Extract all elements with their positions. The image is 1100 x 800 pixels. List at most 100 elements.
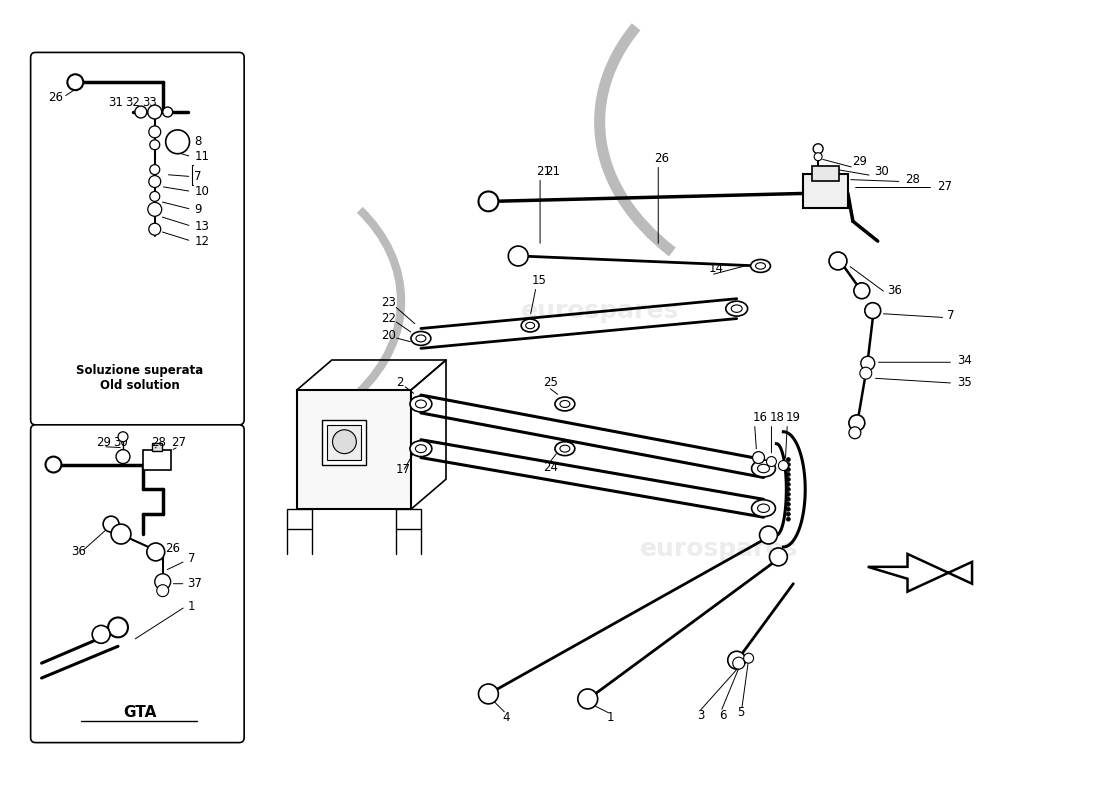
Bar xyxy=(396,510,421,529)
Circle shape xyxy=(148,175,161,187)
FancyBboxPatch shape xyxy=(31,53,244,425)
Circle shape xyxy=(786,507,790,511)
Text: 1: 1 xyxy=(606,711,614,724)
Circle shape xyxy=(786,512,790,516)
Circle shape xyxy=(779,461,789,470)
FancyBboxPatch shape xyxy=(31,425,244,742)
Circle shape xyxy=(854,283,870,298)
Bar xyxy=(297,390,411,510)
Bar xyxy=(321,420,366,465)
Ellipse shape xyxy=(758,464,770,473)
Circle shape xyxy=(861,356,875,370)
Circle shape xyxy=(767,457,777,466)
Ellipse shape xyxy=(556,397,575,411)
Circle shape xyxy=(166,130,189,154)
Ellipse shape xyxy=(560,445,570,452)
Circle shape xyxy=(508,246,528,266)
Text: 22: 22 xyxy=(382,312,396,325)
Circle shape xyxy=(578,689,597,709)
Ellipse shape xyxy=(410,396,432,412)
Text: 30: 30 xyxy=(873,165,889,178)
Text: 28: 28 xyxy=(905,173,921,186)
Circle shape xyxy=(163,107,173,117)
Text: 7: 7 xyxy=(195,170,202,183)
Bar xyxy=(143,450,170,470)
Circle shape xyxy=(752,452,764,463)
Text: 29: 29 xyxy=(851,155,867,168)
Circle shape xyxy=(770,548,788,566)
Circle shape xyxy=(786,478,790,482)
Text: eurospares: eurospares xyxy=(520,298,679,322)
Ellipse shape xyxy=(521,319,539,332)
Circle shape xyxy=(786,502,790,506)
Circle shape xyxy=(786,487,790,491)
Circle shape xyxy=(155,574,170,590)
Text: 5: 5 xyxy=(737,706,744,719)
Circle shape xyxy=(786,462,790,466)
Circle shape xyxy=(108,618,128,638)
Circle shape xyxy=(786,482,790,486)
Text: 14: 14 xyxy=(708,262,724,275)
Text: 8: 8 xyxy=(195,135,202,148)
Text: 20: 20 xyxy=(382,329,396,342)
Ellipse shape xyxy=(560,401,570,407)
Text: 28: 28 xyxy=(151,436,166,450)
Circle shape xyxy=(860,367,871,379)
Circle shape xyxy=(829,252,847,270)
Text: 18: 18 xyxy=(770,411,784,424)
Text: 10: 10 xyxy=(195,185,209,198)
Ellipse shape xyxy=(726,301,748,316)
Text: 11: 11 xyxy=(195,150,209,163)
Circle shape xyxy=(148,223,161,235)
Circle shape xyxy=(759,526,778,544)
Text: 36: 36 xyxy=(72,546,86,558)
Bar xyxy=(327,425,361,459)
Text: 26: 26 xyxy=(654,152,669,165)
Text: 3: 3 xyxy=(697,710,704,722)
Circle shape xyxy=(103,516,119,532)
Text: 19: 19 xyxy=(785,411,801,424)
Text: 9: 9 xyxy=(195,203,202,216)
Text: 2: 2 xyxy=(396,376,404,389)
Circle shape xyxy=(147,105,162,119)
Text: 32: 32 xyxy=(125,95,140,109)
Ellipse shape xyxy=(526,322,535,329)
Circle shape xyxy=(786,498,790,502)
Polygon shape xyxy=(868,554,972,592)
Ellipse shape xyxy=(411,331,431,346)
Text: 24: 24 xyxy=(543,461,558,474)
Circle shape xyxy=(135,106,146,118)
Ellipse shape xyxy=(556,442,575,456)
Ellipse shape xyxy=(756,262,766,269)
Circle shape xyxy=(478,191,498,211)
Circle shape xyxy=(849,427,861,438)
Bar xyxy=(287,510,311,529)
Text: eurospares: eurospares xyxy=(640,537,798,561)
Text: 26: 26 xyxy=(165,542,179,555)
Ellipse shape xyxy=(751,460,776,477)
Circle shape xyxy=(814,153,822,161)
Circle shape xyxy=(786,492,790,496)
Circle shape xyxy=(786,473,790,477)
Circle shape xyxy=(786,517,790,521)
Circle shape xyxy=(146,543,165,561)
Circle shape xyxy=(849,415,865,430)
Text: 6: 6 xyxy=(718,710,726,722)
Text: 37: 37 xyxy=(187,578,202,590)
Circle shape xyxy=(118,432,128,442)
Text: 29: 29 xyxy=(96,436,111,450)
Text: 4: 4 xyxy=(503,711,509,724)
Circle shape xyxy=(157,585,168,597)
Circle shape xyxy=(45,457,62,473)
Circle shape xyxy=(147,202,162,216)
Circle shape xyxy=(150,165,160,174)
Ellipse shape xyxy=(732,305,742,312)
Text: 7: 7 xyxy=(947,309,955,322)
Ellipse shape xyxy=(416,445,427,453)
Text: 7: 7 xyxy=(187,552,195,566)
Text: 35: 35 xyxy=(957,376,972,389)
Text: 30: 30 xyxy=(113,436,128,450)
Circle shape xyxy=(728,651,746,669)
Text: 31: 31 xyxy=(108,95,123,109)
Text: 16: 16 xyxy=(752,411,768,424)
